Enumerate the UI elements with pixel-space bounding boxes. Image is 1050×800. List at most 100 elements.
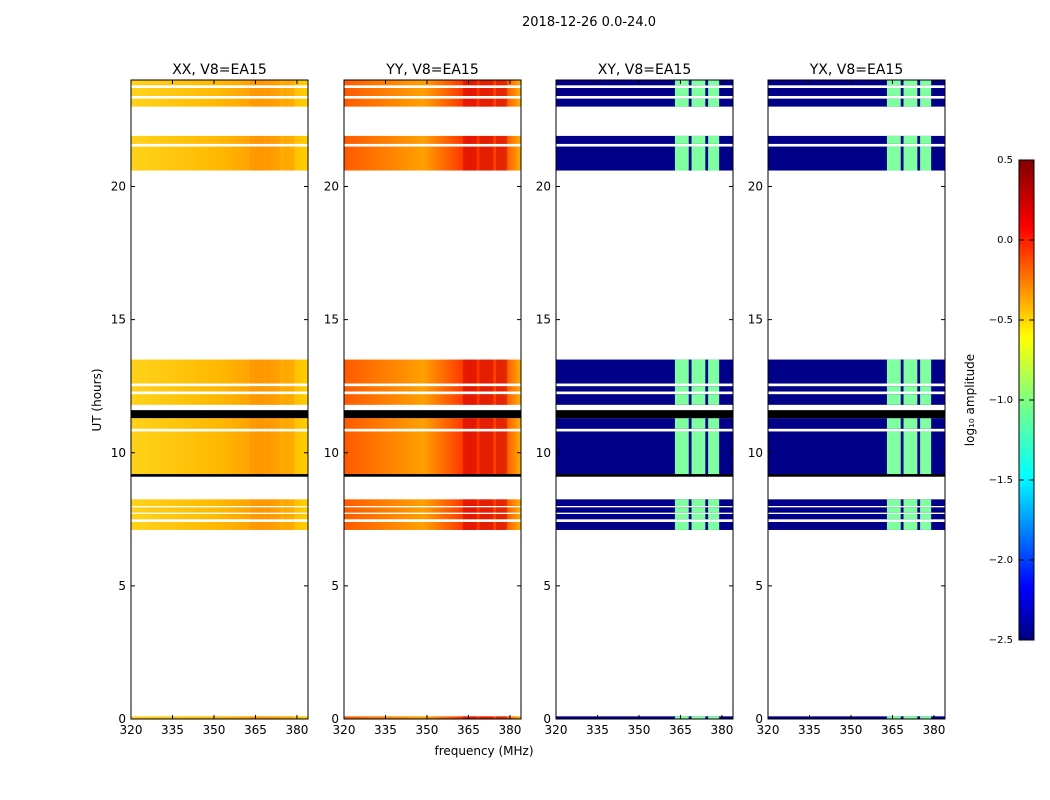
data-block (344, 431, 521, 475)
masked-row (131, 410, 308, 419)
x-tick-label: 365 (669, 723, 692, 737)
colorbar-tick-label: 0.5 (997, 155, 1013, 166)
colorbar-tick-label: 0.0 (997, 235, 1013, 246)
data-block (768, 80, 945, 86)
rfi-band (462, 80, 477, 86)
rfi-band (249, 386, 264, 392)
rfi-band (903, 146, 918, 171)
data-block (344, 146, 521, 171)
rfi-band (708, 716, 720, 719)
masked-row (556, 474, 733, 477)
x-tick-label: 350 (628, 723, 651, 737)
rfi-band (249, 80, 264, 86)
data-block (131, 87, 308, 96)
colorbar-tick-label: −1.5 (989, 475, 1013, 486)
rfi-band (708, 394, 720, 405)
panel-frame (555, 79, 734, 720)
data-block (344, 513, 521, 520)
y-tick-label: 10 (324, 446, 339, 460)
y-tick-label: 15 (111, 313, 126, 327)
x-tick-label: 365 (457, 723, 480, 737)
rfi-band (691, 135, 706, 144)
rfi-band (249, 716, 264, 719)
rfi-band (920, 431, 932, 475)
data-block (344, 80, 521, 86)
x-tick-label: 320 (333, 723, 356, 737)
rfi-band (674, 507, 689, 513)
rfi-band (708, 521, 720, 530)
rfi-band (496, 431, 508, 475)
rfi-band (708, 146, 720, 171)
rfi-band (674, 386, 689, 392)
rfi-band (462, 135, 477, 144)
panel-title: YY, V8=EA15 (385, 62, 478, 78)
data-block (344, 386, 521, 392)
rfi-band (479, 499, 494, 506)
rfi-band (691, 716, 706, 719)
rfi-band (674, 135, 689, 144)
rfi-band (249, 499, 264, 506)
y-tick-label: 5 (118, 579, 126, 593)
rfi-band (479, 87, 494, 96)
data-block (556, 87, 733, 96)
rfi-band (479, 359, 494, 384)
rfi-band (674, 716, 689, 719)
rfi-band (283, 418, 295, 429)
y-tick-label: 0 (331, 712, 339, 726)
rfi-band (708, 513, 720, 520)
data-block (768, 135, 945, 144)
rfi-band (886, 135, 901, 144)
rfi-band (249, 87, 264, 96)
y-tick-label: 10 (111, 446, 126, 460)
rfi-band (920, 80, 932, 86)
data-block (556, 507, 733, 513)
rfi-band (479, 98, 494, 107)
rfi-band (708, 499, 720, 506)
data-block (344, 87, 521, 96)
rfi-band (266, 386, 281, 392)
rfi-band (283, 98, 295, 107)
data-block (768, 716, 945, 719)
rfi-band (691, 80, 706, 86)
data-block (768, 87, 945, 96)
data-block (556, 513, 733, 520)
rfi-band (496, 521, 508, 530)
rfi-band (920, 418, 932, 429)
data-block (131, 98, 308, 107)
rfi-band (496, 418, 508, 429)
rfi-band (920, 499, 932, 506)
rfi-band (708, 87, 720, 96)
rfi-band (462, 386, 477, 392)
rfi-band (462, 513, 477, 520)
panel-title: YX, V8=EA15 (809, 62, 904, 78)
rfi-band (479, 507, 494, 513)
suptitle: 2018-12-26 0.0-24.0 (522, 15, 656, 30)
x-tick-label: 335 (798, 723, 821, 737)
x-tick-label: 335 (374, 723, 397, 737)
colorbar-label: log₁₀ amplitude (963, 354, 977, 446)
panel-3: XY, V8=EA15 320 335 350 365 380 0 5 10 15 20 (536, 62, 734, 737)
rfi-band (266, 507, 281, 513)
x-tick-label: 350 (203, 723, 226, 737)
masked-row (768, 474, 945, 477)
rfi-band (691, 521, 706, 530)
y-tick-label: 20 (536, 180, 551, 194)
rfi-band (283, 521, 295, 530)
rfi-band (479, 521, 494, 530)
rfi-band (674, 521, 689, 530)
rfi-band (479, 80, 494, 86)
rfi-band (479, 386, 494, 392)
rfi-band (249, 521, 264, 530)
rfi-band (708, 98, 720, 107)
data-block (556, 359, 733, 384)
data-block (131, 499, 308, 506)
rfi-band (886, 146, 901, 171)
colorbar-tick-label: −0.5 (989, 315, 1013, 326)
data-block (344, 98, 521, 107)
rfi-band (462, 98, 477, 107)
rfi-band (266, 80, 281, 86)
x-tick-label: 335 (161, 723, 184, 737)
rfi-band (266, 513, 281, 520)
rfi-band (886, 87, 901, 96)
x-tick-label: 380 (710, 723, 733, 737)
